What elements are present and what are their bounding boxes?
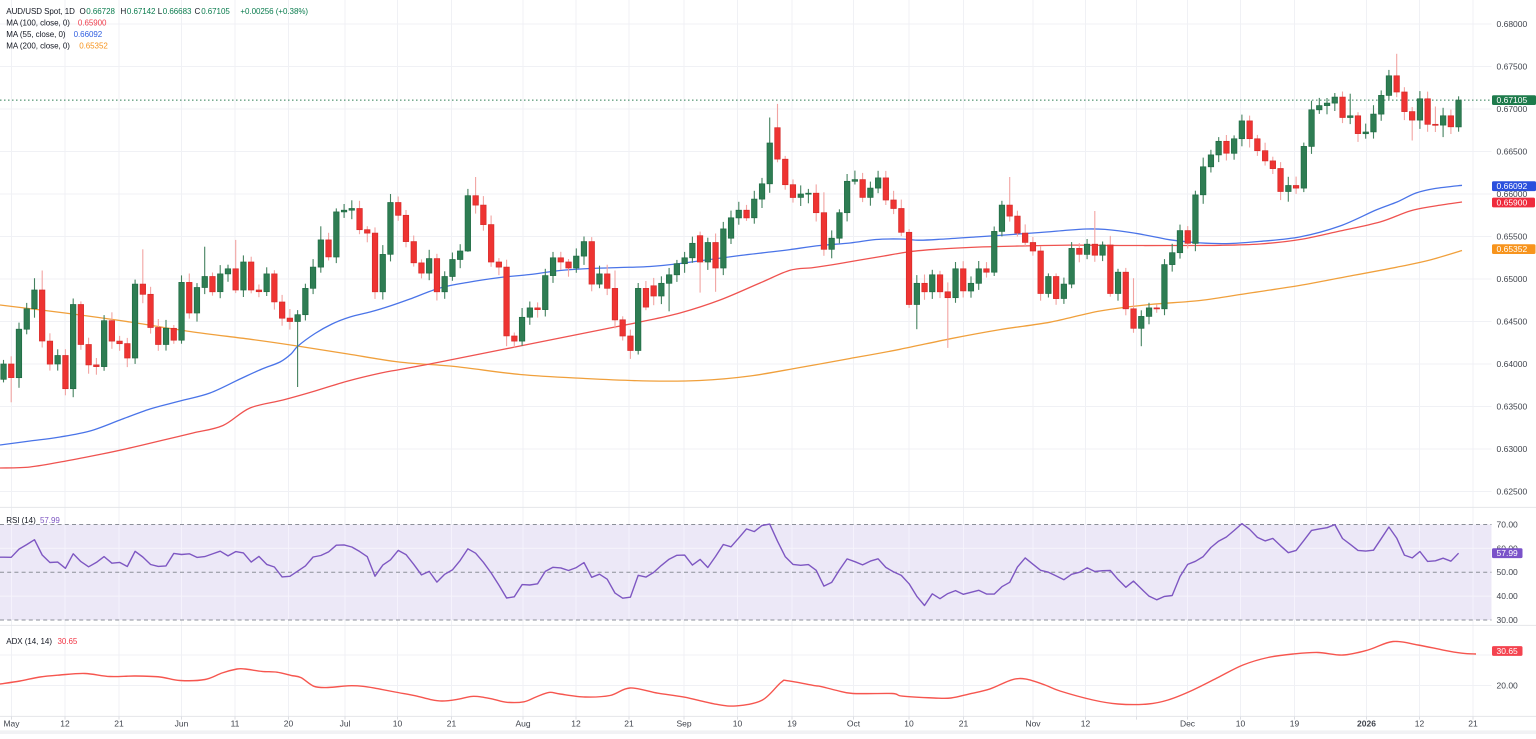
svg-text:0.66000: 0.66000	[1497, 189, 1528, 199]
svg-text:19: 19	[787, 719, 797, 729]
svg-text:H: H	[121, 7, 127, 16]
svg-text:11: 11	[231, 719, 240, 729]
svg-text:0.65352: 0.65352	[79, 41, 108, 50]
svg-text:21: 21	[1468, 719, 1478, 729]
svg-text:20: 20	[284, 719, 294, 729]
svg-text:Jul: Jul	[340, 719, 351, 729]
svg-text:0.64500: 0.64500	[1497, 317, 1528, 327]
svg-text:Jun: Jun	[175, 719, 189, 729]
svg-text:12: 12	[1081, 719, 1091, 729]
svg-text:Dec: Dec	[1180, 719, 1196, 729]
svg-text:50.00: 50.00	[1497, 567, 1519, 577]
svg-text:10: 10	[1236, 719, 1246, 729]
svg-text:+0.00256 (+0.38%): +0.00256 (+0.38%)	[240, 7, 308, 16]
svg-text:0.65900: 0.65900	[78, 19, 107, 28]
svg-text:MA (100, close, 0): MA (100, close, 0)	[6, 19, 70, 28]
svg-text:0.67105: 0.67105	[201, 7, 230, 16]
svg-text:19: 19	[1290, 719, 1300, 729]
svg-text:30.65: 30.65	[58, 637, 78, 646]
svg-text:0.62500: 0.62500	[1497, 487, 1528, 497]
svg-text:70.00: 70.00	[1497, 520, 1519, 530]
svg-text:20.00: 20.00	[1497, 681, 1519, 691]
svg-text:0.66683: 0.66683	[163, 7, 192, 16]
svg-text:0.65352: 0.65352	[1497, 244, 1528, 254]
svg-text:0.67142: 0.67142	[127, 7, 156, 16]
svg-text:Nov: Nov	[1025, 719, 1041, 729]
svg-text:Oct: Oct	[847, 719, 861, 729]
svg-text:May: May	[3, 719, 20, 729]
svg-text:ADX (14, 14): ADX (14, 14)	[6, 637, 52, 646]
svg-text:10: 10	[393, 719, 403, 729]
svg-text:O: O	[80, 7, 86, 16]
svg-text:L: L	[158, 7, 163, 16]
svg-text:2026: 2026	[1357, 719, 1376, 729]
svg-text:12: 12	[60, 719, 70, 729]
svg-text:MA (55, close, 0): MA (55, close, 0)	[6, 30, 66, 39]
svg-text:57.99: 57.99	[40, 516, 60, 525]
svg-text:10: 10	[733, 719, 743, 729]
svg-text:0.67500: 0.67500	[1497, 62, 1528, 72]
svg-text:0.64000: 0.64000	[1497, 359, 1528, 369]
svg-text:10: 10	[904, 719, 914, 729]
svg-text:0.66092: 0.66092	[1497, 181, 1528, 191]
svg-text:21: 21	[114, 719, 124, 729]
svg-text:C: C	[195, 7, 201, 16]
svg-text:21: 21	[624, 719, 634, 729]
svg-text:0.68000: 0.68000	[1497, 19, 1528, 29]
svg-text:MA (200, close, 0): MA (200, close, 0)	[6, 41, 70, 50]
svg-text:12: 12	[1415, 719, 1425, 729]
svg-text:30.65: 30.65	[1497, 646, 1519, 656]
svg-text:Sep: Sep	[676, 719, 691, 729]
svg-text:0.66092: 0.66092	[74, 30, 103, 39]
svg-text:0.65900: 0.65900	[1497, 198, 1528, 208]
svg-text:21: 21	[959, 719, 969, 729]
svg-text:21: 21	[447, 719, 457, 729]
svg-text:0.65000: 0.65000	[1497, 274, 1528, 284]
svg-text:0.65500: 0.65500	[1497, 232, 1528, 242]
svg-text:0.63000: 0.63000	[1497, 444, 1528, 454]
svg-text:0.67105: 0.67105	[1497, 95, 1528, 105]
svg-text:0.67000: 0.67000	[1497, 104, 1528, 114]
svg-text:40.00: 40.00	[1497, 591, 1519, 601]
svg-text:0.66728: 0.66728	[86, 7, 115, 16]
svg-text:RSI (14): RSI (14)	[6, 516, 36, 525]
svg-text:30.00: 30.00	[1497, 615, 1519, 625]
svg-text:57.99: 57.99	[1497, 548, 1519, 558]
svg-text:0.63500: 0.63500	[1497, 402, 1528, 412]
svg-text:0.66500: 0.66500	[1497, 147, 1528, 157]
svg-text:Aug: Aug	[515, 719, 530, 729]
svg-text:12: 12	[571, 719, 581, 729]
svg-text:AUD/USD Spot, 1D: AUD/USD Spot, 1D	[6, 7, 75, 16]
